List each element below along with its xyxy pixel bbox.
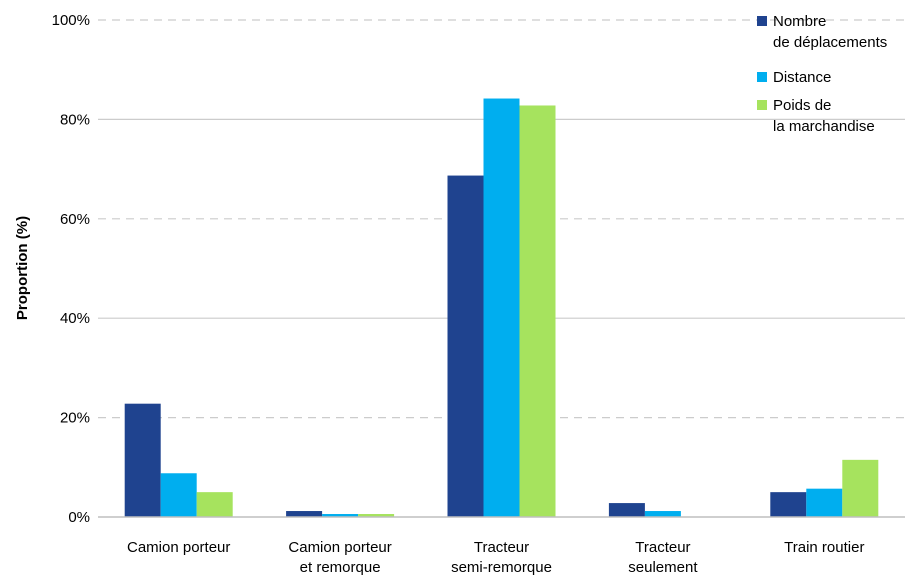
y-tick-label: 80% (60, 111, 90, 128)
bar (322, 514, 359, 517)
bar (160, 473, 197, 517)
y-tick-label: 40% (60, 310, 90, 327)
legend-label: Poids de la marchandise (773, 97, 875, 135)
bar (842, 459, 879, 517)
y-axis-title: Proportion (%) (14, 216, 31, 320)
x-tick-label: Camion porteur (127, 539, 230, 556)
bar (806, 488, 843, 517)
bar (196, 492, 233, 517)
bar (644, 511, 681, 517)
legend-swatch (757, 100, 767, 110)
legend-label: Nombre de déplacements (773, 13, 887, 51)
y-tick-label: 100% (52, 12, 90, 29)
bar (519, 105, 556, 517)
x-axis-labels: Camion porteur Camion porteur et remorque T… (127, 539, 864, 576)
bar (286, 511, 323, 517)
legend-label: Distance (773, 69, 831, 86)
x-tick-label: Camion porteur et remorque (288, 539, 391, 576)
y-tick-label: 0% (68, 509, 90, 526)
x-tick-label: Tracteur seulement (628, 539, 698, 576)
legend-swatch (757, 16, 767, 26)
y-axis-ticks: 0% 20% 40% 60% 80% 100% (52, 12, 90, 526)
y-tick-label: 20% (60, 410, 90, 427)
bar (483, 98, 520, 517)
legend-swatch (757, 72, 767, 82)
bar (770, 492, 807, 517)
x-tick-label: Tracteur semi-remorque (451, 539, 552, 576)
bar (447, 175, 484, 517)
bar (608, 503, 645, 517)
bar (124, 403, 161, 517)
bars (124, 98, 879, 517)
legend: Nombre de déplacements Distance Poids de la … (757, 13, 887, 135)
bar (358, 514, 395, 517)
y-tick-label: 60% (60, 211, 90, 228)
x-tick-label: Train routier (784, 539, 864, 556)
